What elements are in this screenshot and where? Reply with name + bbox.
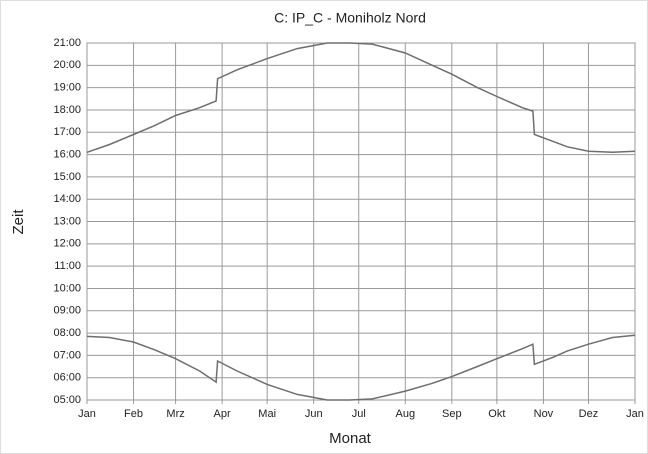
line [86,42,636,154]
x-tick-label: Apr [214,408,231,420]
x-tick-label: Mai [258,408,276,420]
x-tick-label: Jan [626,408,644,420]
y-tick-label: 11:00 [54,260,81,272]
x-tick-label: Dez [579,408,599,420]
y-tick-label: 19:00 [53,82,81,94]
x-tick-label: Jul [352,408,366,420]
y-tick-label: 18:00 [53,104,81,116]
y-tick-label: 13:00 [53,215,81,227]
y-tick-label: 07:00 [53,349,81,361]
line [86,334,636,401]
y-axis-title: Zeit [10,209,27,235]
x-tick-label: Jan [78,408,96,420]
y-tick-label: 15:00 [53,171,81,183]
chart-title: C: IP_C - Moniholz Nord [274,10,426,26]
y-tick-label: 10:00 [53,282,81,294]
y-tick-label: 05:00 [53,394,81,406]
y-tick-label: 06:00 [53,372,81,384]
y-tick-label: 09:00 [53,305,81,317]
x-tick-label: Sep [442,408,462,420]
x-tick-label: Okt [488,408,505,420]
y-tick-label: 20:00 [53,59,81,71]
y-tick-label: 21:00 [53,37,81,49]
x-tick-label: Feb [124,408,143,420]
x-tick-label: Mrz [166,408,184,420]
y-tick-label: 08:00 [53,327,81,339]
x-tick-label: Jun [305,408,323,420]
y-tick-label: 12:00 [53,238,81,250]
y-tick-label: 17:00 [53,126,81,138]
x-tick-label: Aug [396,408,416,420]
x-tick-label: Nov [534,408,554,420]
y-tick-label: 14:00 [53,193,81,205]
y-tick-label: 16:00 [53,148,81,160]
x-axis-title: Monat [329,430,372,447]
